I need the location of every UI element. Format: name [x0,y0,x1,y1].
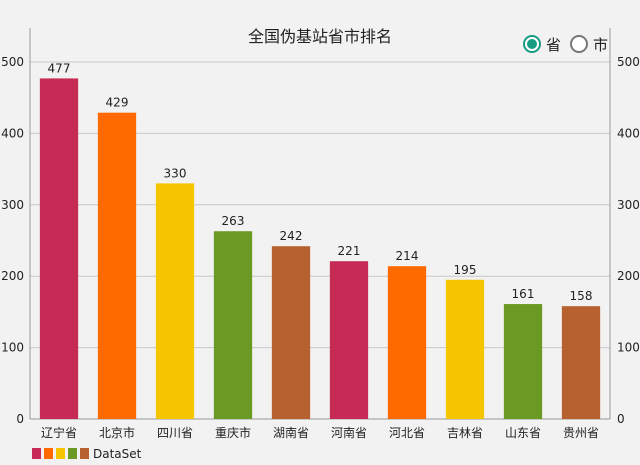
x-tick-label: 河北省 [389,426,425,440]
radio-selected-icon [523,35,541,53]
bar [561,306,601,419]
province-radio[interactable]: 省 [523,30,561,58]
legend-swatch [44,448,53,459]
legend-label: DataSet [93,447,142,461]
chart-title: 全国伪基站省市排名 [248,27,392,46]
y-tick-label-left: 300 [1,198,24,212]
bar [155,183,195,419]
bar-value-label: 263 [222,214,245,228]
y-tick-label-right: 200 [617,269,640,283]
bar [387,266,427,419]
legend-swatch [32,448,41,459]
x-tick-label: 湖南省 [273,425,309,440]
y-tick-label-left: 400 [1,126,24,140]
y-tick-label-right: 400 [617,126,640,140]
bar [213,231,253,419]
legend-swatch [80,448,89,459]
radio-unselected-icon [570,35,588,53]
x-tick-label: 山东省 [505,426,541,440]
y-tick-label-right: 300 [617,198,640,212]
x-tick-label: 四川省 [157,426,193,440]
x-tick-label: 北京市 [99,425,135,440]
x-tick-label: 河南省 [331,425,367,440]
province-radio-label: 省 [546,35,562,54]
bar-value-label: 195 [454,263,477,277]
y-tick-label-left: 500 [1,55,24,69]
bar-value-label: 330 [164,166,187,180]
legend-swatch [68,448,77,459]
y-tick-label-right: 0 [617,412,625,426]
bar [445,279,485,419]
bar [39,78,79,419]
y-tick-label-left: 100 [1,341,24,355]
bar [271,246,311,419]
bar-value-label: 158 [570,289,593,303]
y-tick-label-right: 500 [617,55,640,69]
bar-value-label: 161 [512,287,535,301]
legend-swatch [56,448,65,459]
bar-value-label: 242 [280,229,303,243]
city-radio-label: 市 [593,35,609,54]
bar [329,261,369,419]
x-tick-label: 辽宁省 [41,425,77,440]
x-tick-label: 重庆市 [215,425,251,440]
city-radio[interactable]: 市 [570,30,608,58]
x-tick-label: 贵州省 [563,426,599,440]
bars: 477 429 330 263 242 221 214 195 161 158 [39,61,601,419]
bar-value-label: 477 [48,61,71,75]
y-tick-label-right: 100 [617,341,640,355]
legend: DataSet [32,447,142,461]
bar-value-label: 221 [338,244,361,258]
y-tick-label-left: 200 [1,269,24,283]
bar [503,304,543,419]
bar-value-label: 214 [396,249,419,263]
x-tick-label: 吉林省 [447,426,483,440]
bar [97,112,137,419]
y-tick-label-left: 0 [16,412,24,426]
axes: 0 0 100 100 200 200 300 300 400 400 500 500 辽宁省 北京市 四川… [1,28,640,440]
bar-value-label: 429 [106,96,129,110]
